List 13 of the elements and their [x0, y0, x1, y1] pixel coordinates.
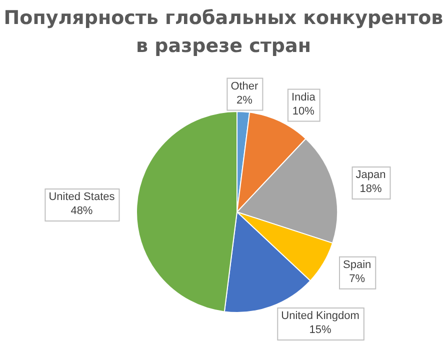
slice-label: United Kingdom: [281, 310, 360, 322]
slice-label: Japan: [356, 169, 386, 182]
data-label: 18%: [360, 183, 382, 196]
slice-label: Other: [230, 80, 259, 92]
data-label: 7%: [349, 272, 366, 285]
slice-label: India: [291, 91, 316, 104]
data-label: 10%: [292, 105, 315, 118]
data-label: 15%: [309, 324, 332, 336]
data-label: 2%: [236, 94, 253, 106]
chart-title: Популярность глобальных конкурентов в разрезе стран: [2, 6, 444, 59]
slice-label: United States: [48, 191, 116, 204]
data-label: 48%: [70, 205, 93, 218]
slice-label: Spain: [342, 258, 372, 271]
